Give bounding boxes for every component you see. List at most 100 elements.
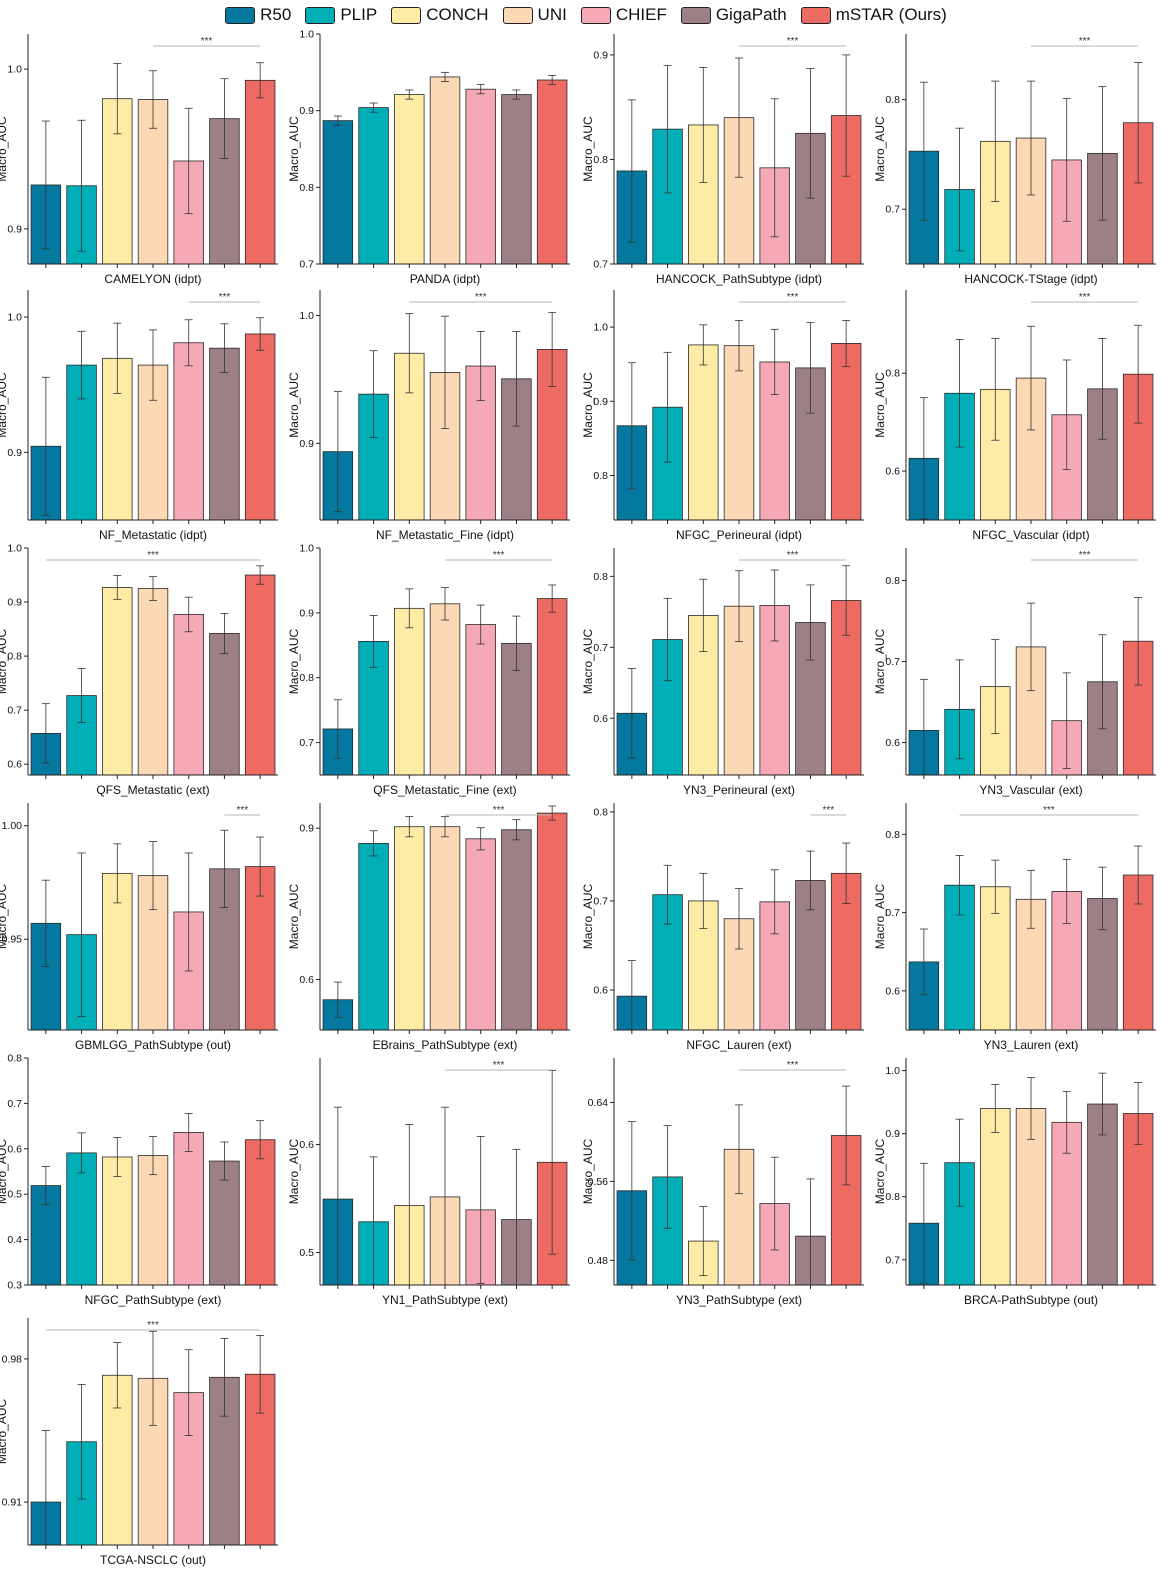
y-tick-label: 0.8 — [299, 672, 314, 684]
error-bar-uni — [149, 1136, 157, 1176]
significance-label: *** — [475, 292, 487, 303]
error-bar-r50 — [41, 376, 50, 516]
error-bar-uni — [149, 841, 157, 911]
y-tick-label: 0.9 — [885, 1128, 900, 1140]
error-bar-plip — [955, 855, 964, 916]
error-bar-mstar-ours — [842, 1085, 851, 1186]
legend-label: UNI — [537, 5, 567, 24]
y-tick-label: 0.6 — [299, 974, 314, 986]
chart-nf-metastatic-fine-idpt: 0.9 1.0 Macro_AUC NF_Metastatic_Fine (idpt)… — [287, 290, 570, 542]
y-axis-label: Macro_AUC — [287, 116, 301, 182]
legend-swatch — [502, 6, 533, 24]
chart-title: YN3_Perineural (ext) — [683, 783, 795, 797]
significance-label: *** — [147, 1320, 159, 1331]
error-bar-gigapath — [1098, 338, 1107, 440]
significance-label: *** — [1043, 805, 1055, 816]
error-bar-r50 — [333, 1106, 342, 1285]
error-bar-conch — [113, 63, 122, 135]
significance-label: *** — [787, 1060, 799, 1071]
legend-label: mSTAR (Ours) — [835, 5, 947, 24]
bar-conch — [394, 607, 425, 776]
legend-label: PLIP — [340, 5, 378, 24]
chart-title: EBrains_PathSubtype (ext) — [373, 1038, 518, 1052]
significance-label: *** — [201, 36, 213, 47]
y-tick-label: 0.8 — [885, 829, 900, 841]
y-tick-label: 0.9 — [299, 607, 314, 619]
error-bar-uni — [441, 816, 449, 838]
bar-conch — [980, 1108, 1011, 1286]
error-bar-chief — [770, 328, 779, 396]
y-tick-label: 1.0 — [593, 322, 608, 334]
bar-mstar-ours — [536, 812, 568, 1031]
error-bar-r50 — [919, 928, 928, 996]
bar-r50 — [322, 120, 354, 265]
error-bar-chief — [476, 604, 485, 645]
y-axis-label: Macro_AUC — [0, 1398, 9, 1464]
legend-item-chief: CHIEF — [580, 5, 667, 25]
y-tick-label: 0.7 — [885, 1254, 900, 1266]
error-bar-conch — [113, 1137, 122, 1177]
legend-item-gigapath: GigaPath — [680, 5, 787, 25]
legend-label: GigaPath — [715, 5, 787, 24]
error-bar-chief — [476, 84, 485, 95]
y-tick-label: 0.9 — [299, 105, 314, 117]
error-bar-plip — [663, 597, 672, 682]
error-bar-mstar-ours — [1134, 597, 1143, 686]
y-tick-label: 0.7 — [299, 737, 314, 749]
y-tick-label: 0.9 — [7, 447, 22, 459]
y-tick-label: 0.5 — [299, 1247, 314, 1259]
error-bar-gigapath — [1098, 634, 1107, 730]
chart-yn3-vascular-ext: 0.6 0.7 0.8 Macro_AUC YN3_Vascular (ext) *** — [873, 548, 1156, 797]
error-bar-conch — [405, 89, 414, 100]
legend-item-plip: PLIP — [305, 5, 377, 25]
error-bar-conch — [991, 338, 1000, 441]
chart-gbmlgg-pathsubtype-out: 0.95 1.00 Macro_AUC GBMLGG_PathSubtype (out… — [0, 803, 278, 1052]
error-bar-r50 — [919, 678, 928, 775]
bar-uni — [723, 345, 755, 521]
y-tick-label: 0.9 — [7, 597, 22, 609]
error-bar-uni — [441, 1106, 449, 1285]
y-tick-label: 0.6 — [885, 737, 900, 749]
error-bar-chief — [184, 107, 193, 215]
y-axis-label: Macro_AUC — [581, 1138, 595, 1204]
error-bar-gigapath — [1098, 1072, 1107, 1136]
bar-mstar-ours — [244, 79, 276, 265]
error-bar-mstar-ours — [1134, 845, 1143, 905]
chart-tcga-nsclc-out: 0.91 0.98 Macro_AUC TCGA-NSCLC (out) *** — [0, 1318, 278, 1567]
bar-uni — [137, 588, 169, 776]
error-bar-plip — [955, 339, 964, 448]
error-bar-uni — [735, 1104, 743, 1195]
error-bar-plip — [369, 350, 378, 438]
chart-title: GBMLGG_PathSubtype (out) — [75, 1038, 231, 1052]
error-bar-conch — [991, 80, 1000, 202]
error-bar-r50 — [919, 397, 928, 520]
y-axis-label: Macro_AUC — [287, 372, 301, 438]
chart-nfgc-lauren-ext: 0.6 0.7 0.8 Macro_AUC NFGC_Lauren (ext) *** — [581, 803, 864, 1052]
y-tick-label: 0.7 — [885, 907, 900, 919]
legend-swatch — [800, 6, 831, 24]
legend: R50 PLIP CONCH UNI CHIEF GigaPath mSTAR … — [0, 0, 1172, 30]
error-bar-chief — [770, 569, 779, 642]
chart-title: NFGC_PathSubtype (ext) — [85, 1293, 222, 1307]
y-tick-label: 0.8 — [593, 154, 608, 166]
error-bar-plip — [369, 830, 378, 857]
error-bar-conch — [113, 322, 122, 394]
y-tick-label: 0.8 — [885, 94, 900, 106]
error-bar-mstar-ours — [842, 320, 851, 367]
error-bar-conch — [405, 588, 414, 629]
y-tick-label: 0.9 — [593, 49, 608, 61]
bar-mstar-ours — [244, 333, 276, 521]
error-bar-mstar-ours — [256, 62, 265, 99]
y-tick-label: 1.0 — [7, 543, 22, 555]
error-bar-gigapath — [220, 1141, 229, 1181]
chart-title: NFGC_Vascular (idpt) — [972, 528, 1089, 542]
error-bar-plip — [77, 1132, 86, 1174]
y-tick-label: 0.6 — [7, 759, 22, 771]
bar-chief — [465, 88, 496, 265]
error-bar-uni — [1027, 602, 1035, 692]
error-bar-plip — [77, 330, 86, 400]
y-tick-label: 0.8 — [593, 470, 608, 482]
significance-label: *** — [493, 1060, 505, 1071]
bar-mstar-ours — [536, 598, 568, 776]
error-bar-uni — [149, 70, 157, 129]
